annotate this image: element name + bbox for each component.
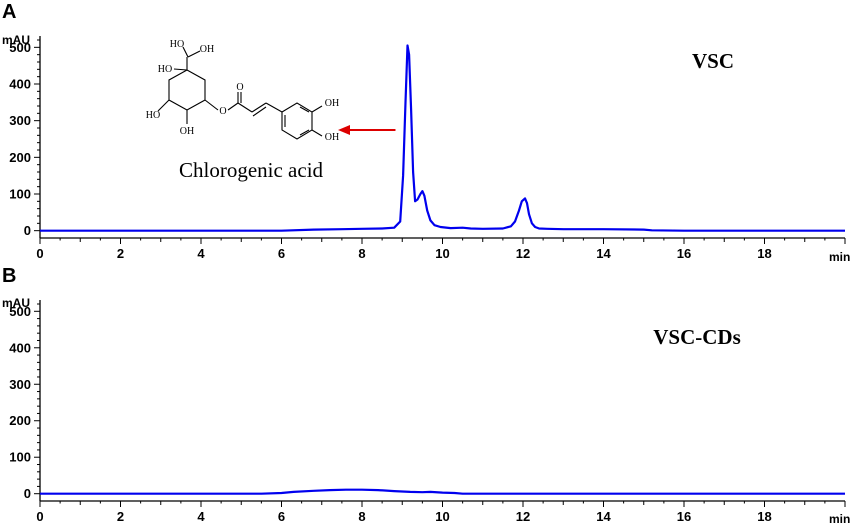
x-tick-label: 16 [677, 509, 691, 524]
x-tick-label: 2 [117, 246, 124, 261]
annotation-arrow [338, 125, 396, 135]
x-tick-label: 14 [596, 246, 611, 261]
y-tick-label: 400 [9, 77, 31, 92]
sample-label: VSC [692, 49, 734, 73]
y-tick-label: 200 [9, 413, 31, 428]
x-tick-label: 18 [757, 509, 771, 524]
atom-label: O [236, 82, 243, 93]
y-tick-label: 100 [9, 187, 31, 202]
y-tick-label: 0 [24, 486, 31, 501]
x-tick-label: 14 [596, 509, 611, 524]
chromatogram-trace [40, 488, 845, 495]
atom-label: OH [325, 98, 339, 109]
y-tick-label: 500 [9, 304, 31, 319]
x-axis-unit: min [829, 250, 850, 264]
atom-label: OH [325, 132, 339, 143]
panel-letter: B [2, 265, 16, 287]
atom-label: O [219, 106, 226, 117]
y-tick-label: 0 [24, 223, 31, 238]
y-axis-unit: mAU [2, 296, 30, 310]
x-tick-label: 4 [197, 246, 205, 261]
atom-label: OH [180, 126, 194, 137]
atom-label: HO [146, 110, 160, 121]
y-axis-unit: mAU [2, 33, 30, 47]
x-tick-label: 6 [278, 246, 285, 261]
x-tick-label: 10 [435, 509, 449, 524]
x-tick-label: 6 [278, 509, 285, 524]
chromatogram-trace [40, 44, 845, 232]
y-tick-label: 300 [9, 113, 31, 128]
x-tick-label: 0 [36, 246, 43, 261]
y-tick-label: 400 [9, 340, 31, 355]
sample-label: VSC-CDs [653, 325, 741, 349]
atom-label: HO [170, 39, 184, 50]
x-tick-label: 16 [677, 246, 691, 261]
y-tick-label: 100 [9, 450, 31, 465]
y-tick-label: 200 [9, 150, 31, 165]
x-axis-unit: min [829, 512, 850, 525]
panel-letter: A [2, 1, 16, 23]
atom-label: HO [158, 64, 172, 75]
x-tick-label: 0 [36, 509, 43, 524]
x-tick-label: 12 [516, 509, 530, 524]
x-tick-label: 18 [757, 246, 771, 261]
chlorogenic-acid-structure: HO OH HO HO OH O O OH OH Chlorogenic aci… [146, 39, 339, 182]
x-tick-label: 2 [117, 509, 124, 524]
x-tick-label: 8 [358, 509, 365, 524]
y-tick-label: 300 [9, 377, 31, 392]
x-tick-label: 4 [197, 509, 205, 524]
atom-label: OH [200, 44, 214, 55]
x-tick-label: 12 [516, 246, 530, 261]
x-tick-label: 10 [435, 246, 449, 261]
y-tick-label: 500 [9, 40, 31, 55]
compound-name-label: Chlorogenic acid [179, 158, 324, 182]
x-tick-label: 8 [358, 246, 365, 261]
